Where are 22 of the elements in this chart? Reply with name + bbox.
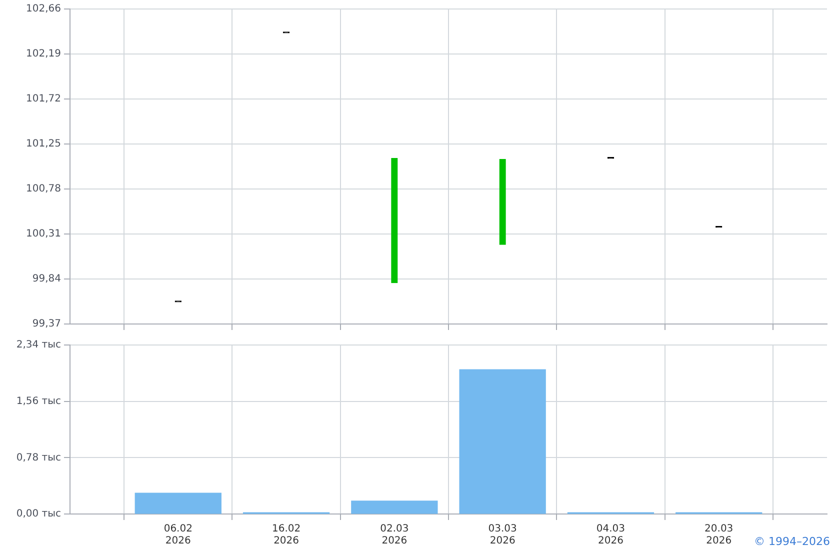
y-tick-label: 101,72 [26, 94, 61, 105]
y-tick-label: 1,56 тыс [16, 396, 61, 407]
x-tick-label: 20.03 2026 [704, 524, 734, 547]
x-tick-label: 16.02 2026 [272, 524, 301, 547]
y-tick-label: 101,25 [26, 138, 61, 150]
x-tick-label: 04.03 2026 [596, 524, 626, 547]
y-tick-label: 0,00 тыс [16, 508, 61, 520]
bar [351, 500, 438, 514]
y-tick-label: 0,78 тыс [16, 452, 61, 464]
y-tick-label: 2,34 тыс [16, 340, 61, 351]
y-tick-label: 100,31 [26, 228, 61, 240]
x-tick-label: 02.03 2026 [380, 524, 409, 547]
y-tick-label: 99,84 [32, 274, 61, 285]
bar [134, 492, 222, 514]
text: © 1994–2026 [754, 535, 830, 548]
y-tick-label: 99,37 [32, 318, 61, 330]
x-tick-label: 03.03 2026 [488, 524, 517, 547]
bar [459, 369, 546, 514]
y-tick-label: 100,78 [26, 184, 61, 195]
y-tick-label: 102,19 [26, 48, 61, 60]
y-tick-label: 102,66 [26, 4, 61, 15]
x-tick-label: 06.02 2026 [164, 524, 192, 547]
